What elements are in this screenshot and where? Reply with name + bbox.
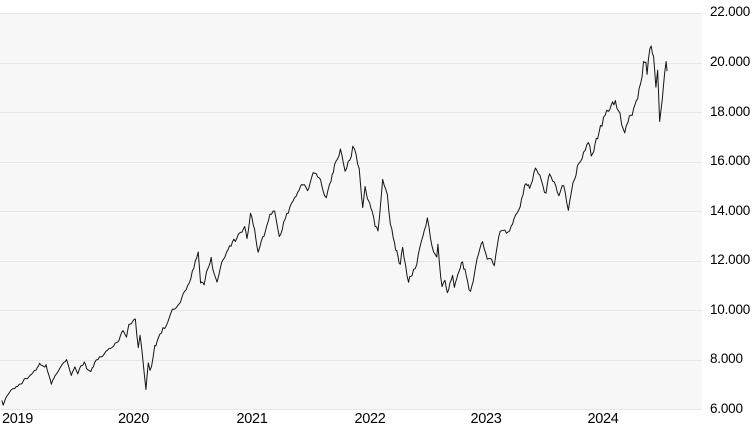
y-axis-label: 16.000 <box>710 153 751 168</box>
gridline <box>0 112 702 113</box>
y-axis-label: 10.000 <box>710 301 751 317</box>
gridline <box>0 409 702 410</box>
x-axis-label: 2019 <box>2 411 34 427</box>
x-axis-label: 2024 <box>587 411 619 427</box>
x-axis-label: 2023 <box>470 411 502 427</box>
gridline <box>0 13 702 14</box>
gridline <box>0 310 702 311</box>
y-axis-label: 12.000 <box>710 252 751 267</box>
x-axis-label: 2022 <box>354 411 386 427</box>
gridline <box>0 260 702 262</box>
y-axis-label: 22.000 <box>710 4 751 19</box>
x-axis-label: 2020 <box>118 411 150 427</box>
gridline <box>0 211 702 212</box>
y-axis-label: 6.000 <box>710 401 743 416</box>
gridline <box>0 161 702 163</box>
y-axis-label: 14.000 <box>710 202 751 218</box>
y-axis-label: 20.000 <box>710 54 751 69</box>
plot-area <box>0 13 702 410</box>
y-axis-label: 8.000 <box>710 351 743 366</box>
x-axis-label: 2021 <box>236 411 268 427</box>
gridline <box>0 62 702 64</box>
y-axis-label: 18.000 <box>710 103 751 119</box>
gridline <box>0 359 702 361</box>
